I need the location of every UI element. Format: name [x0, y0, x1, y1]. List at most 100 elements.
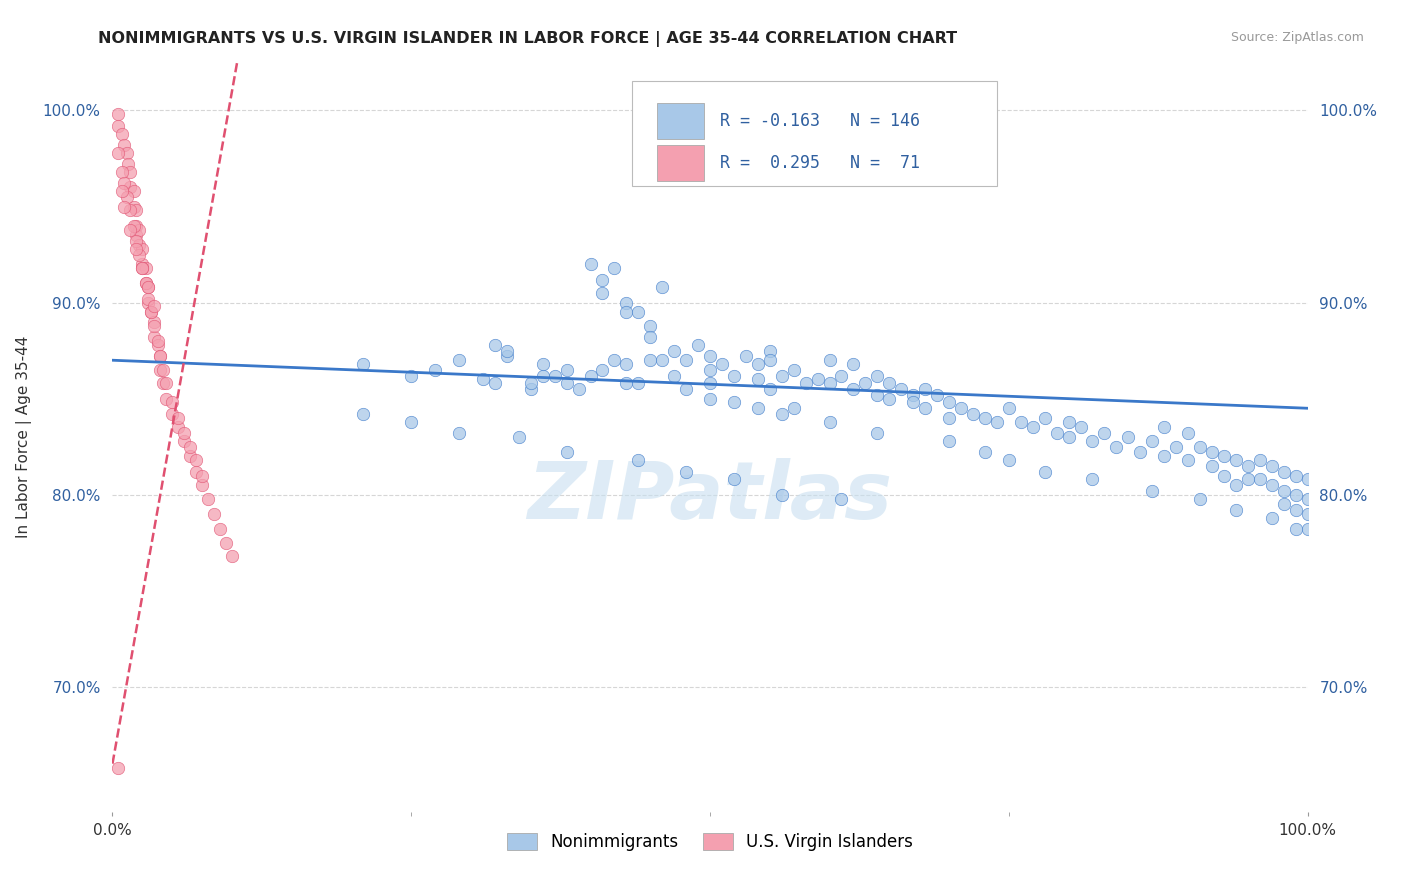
- Point: [114, 138, 135, 153]
- Point: [146, 334, 169, 348]
- Point: [603, 260, 626, 275]
- Point: [111, 127, 134, 141]
- Point: [107, 760, 129, 774]
- Point: [998, 453, 1021, 467]
- Point: [114, 200, 135, 214]
- Point: [152, 376, 174, 391]
- Point: [675, 465, 697, 479]
- Point: [890, 382, 912, 396]
- Point: [699, 350, 721, 364]
- Point: [138, 280, 160, 294]
- Point: [555, 363, 578, 377]
- Point: [1201, 445, 1223, 459]
- Point: [938, 410, 960, 425]
- Point: [128, 238, 150, 252]
- Point: [149, 350, 172, 364]
- FancyBboxPatch shape: [658, 103, 704, 139]
- Point: [520, 382, 543, 396]
- Point: [496, 350, 519, 364]
- Point: [135, 260, 157, 275]
- Point: [903, 395, 925, 409]
- Point: [782, 401, 804, 416]
- Point: [1057, 430, 1080, 444]
- Point: [1285, 488, 1308, 502]
- Point: [688, 338, 710, 352]
- Point: [131, 242, 153, 256]
- Point: [616, 376, 638, 391]
- Point: [782, 363, 804, 377]
- FancyBboxPatch shape: [658, 145, 704, 181]
- Point: [114, 177, 135, 191]
- Point: [759, 382, 782, 396]
- Point: [128, 222, 150, 236]
- Point: [125, 228, 148, 243]
- Point: [186, 453, 208, 467]
- Point: [723, 472, 745, 486]
- Point: [149, 363, 172, 377]
- Point: [603, 353, 626, 368]
- Point: [1272, 497, 1295, 511]
- Point: [592, 285, 614, 300]
- Point: [627, 376, 650, 391]
- Point: [1057, 415, 1080, 429]
- Point: [1296, 507, 1319, 521]
- Point: [1081, 434, 1104, 448]
- Point: [866, 388, 889, 402]
- Point: [938, 434, 960, 448]
- Point: [128, 247, 150, 261]
- Point: [191, 478, 214, 492]
- Point: [616, 305, 638, 319]
- Point: [640, 353, 662, 368]
- Point: [447, 353, 470, 368]
- Point: [927, 388, 949, 402]
- Point: [135, 277, 157, 291]
- Point: [579, 368, 602, 383]
- Point: [179, 440, 201, 454]
- Point: [138, 280, 160, 294]
- Point: [1189, 440, 1212, 454]
- Point: [125, 242, 148, 256]
- Point: [543, 368, 565, 383]
- Point: [167, 420, 190, 434]
- Point: [627, 453, 650, 467]
- Point: [699, 392, 721, 406]
- Point: [818, 376, 841, 391]
- Point: [1285, 503, 1308, 517]
- Point: [125, 234, 148, 248]
- Point: [1261, 458, 1284, 473]
- Point: [950, 401, 973, 416]
- Point: [1213, 468, 1236, 483]
- Point: [1201, 458, 1223, 473]
- Point: [531, 368, 554, 383]
- Point: [807, 372, 830, 386]
- Point: [111, 165, 134, 179]
- Point: [675, 353, 697, 368]
- Point: [146, 338, 169, 352]
- Point: [1213, 450, 1236, 464]
- Point: [723, 368, 745, 383]
- Point: [1142, 483, 1164, 498]
- Point: [122, 200, 145, 214]
- Point: [1261, 510, 1284, 524]
- Point: [125, 219, 148, 233]
- Y-axis label: In Labor Force | Age 35-44: In Labor Force | Age 35-44: [15, 336, 31, 538]
- Point: [131, 260, 153, 275]
- Point: [794, 376, 817, 391]
- Point: [186, 465, 208, 479]
- Point: [998, 401, 1021, 416]
- Point: [167, 410, 190, 425]
- Point: [1046, 426, 1069, 441]
- Point: [1166, 440, 1188, 454]
- Point: [122, 219, 145, 233]
- Point: [1272, 465, 1295, 479]
- Point: [111, 184, 134, 198]
- Point: [1285, 522, 1308, 536]
- Point: [555, 445, 578, 459]
- Point: [1177, 453, 1199, 467]
- Point: [1033, 465, 1056, 479]
- Point: [197, 491, 219, 506]
- Point: [818, 353, 841, 368]
- Text: Source: ZipAtlas.com: Source: ZipAtlas.com: [1230, 31, 1364, 45]
- Point: [651, 280, 673, 294]
- Point: [401, 415, 423, 429]
